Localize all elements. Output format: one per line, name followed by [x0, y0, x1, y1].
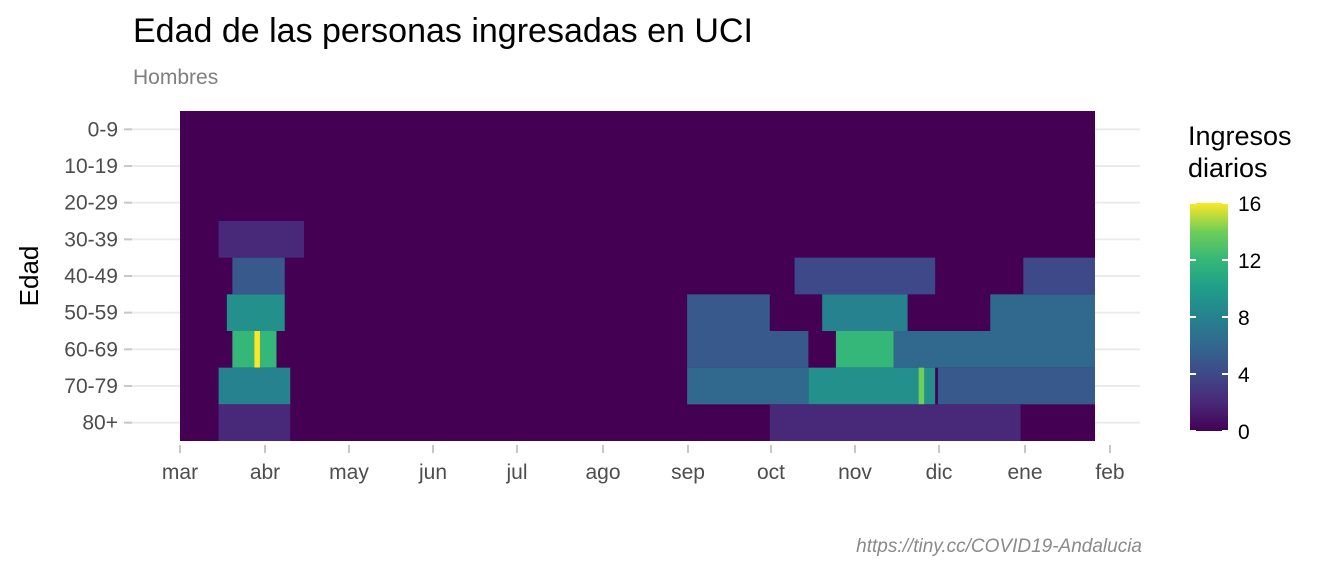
heatmap-cell-40-49 — [794, 257, 936, 295]
heatmap-cells — [180, 111, 1095, 441]
heatmap-cell-40-49 — [232, 257, 285, 295]
x-tick-label: jul — [505, 461, 527, 484]
y-axis-label: Edad — [14, 246, 44, 307]
y-axis-ticks: 0-9 10-19 20-29 30-39 40-49 50-59 60-69 70-79 80… — [64, 118, 132, 435]
x-tick-label: mar — [162, 461, 198, 484]
heatmap-cell-60-69 — [893, 331, 1095, 368]
x-tick-label: ago — [585, 461, 620, 484]
heatmap-cell-70-79 — [687, 367, 809, 405]
y-tick-label: 20-29 — [64, 192, 118, 215]
legend-tick-label: 12 — [1238, 250, 1261, 273]
source-caption: https://tiny.cc/COVID19-Andalucia — [856, 536, 1142, 557]
y-tick-label: 50-59 — [64, 302, 118, 325]
y-tick-label: 10-19 — [64, 155, 118, 178]
y-tick-label: 60-69 — [64, 338, 118, 361]
y-tick-label: 30-39 — [64, 228, 118, 251]
x-tick-label: oct — [757, 461, 785, 484]
x-axis-ticks: mar abr may jun jul ago sep oct nov dic ene feb — [162, 445, 1125, 484]
legend-colorbar — [1190, 203, 1228, 431]
chart-title: Edad de las personas ingresadas en UCI — [133, 12, 753, 50]
legend-tick-label: 4 — [1238, 364, 1250, 387]
heatmap-cell-70-79 — [937, 367, 1095, 405]
legend-tick-label: 0 — [1238, 421, 1250, 444]
legend-title-line1: Ingresos — [1188, 121, 1292, 151]
heatmap-cell-70-79 — [808, 367, 936, 405]
heatmap-cell-30-39 — [218, 221, 305, 258]
heatmap-cell-80+ — [769, 404, 1021, 441]
y-tick-label: 40-49 — [64, 265, 118, 288]
chart-subtitle: Hombres — [133, 66, 219, 89]
heatmap-cell-70-79 — [218, 367, 291, 405]
x-tick-label: sep — [671, 461, 705, 484]
heatmap-cell-50-59 — [687, 294, 770, 331]
legend-ticks: 0 4 8 12 16 — [1190, 193, 1261, 444]
heatmap-cell-60-69 — [254, 331, 260, 368]
heatmap-cell-70-79 — [918, 367, 925, 405]
heatmap-cell-50-59 — [822, 294, 908, 331]
heatmap-cell-50-59 — [226, 294, 285, 331]
x-tick-label: jun — [418, 461, 447, 484]
heatmap-cell-80+ — [218, 404, 291, 441]
y-tick-label: 0-9 — [88, 118, 118, 141]
legend-tick-label: 8 — [1238, 307, 1250, 330]
legend-title: Ingresos diarios — [1188, 120, 1338, 184]
heatmap-cell-60-69 — [835, 331, 894, 368]
x-tick-label: feb — [1095, 461, 1124, 484]
heatmap-cell-40-49 — [1023, 257, 1095, 295]
x-tick-label: ene — [1007, 461, 1042, 484]
heatmap-cell-50-59 — [990, 294, 1095, 331]
legend-tick-label: 16 — [1238, 193, 1261, 216]
y-tick-label: 70-79 — [64, 375, 118, 398]
x-tick-label: nov — [838, 461, 872, 484]
legend-title-line2: diarios — [1188, 153, 1268, 183]
x-tick-label: abr — [250, 461, 280, 484]
x-tick-label: dic — [926, 461, 953, 484]
x-tick-label: may — [329, 461, 369, 484]
y-tick-label: 80+ — [82, 412, 118, 435]
heatmap-cell-60-69 — [687, 331, 809, 368]
